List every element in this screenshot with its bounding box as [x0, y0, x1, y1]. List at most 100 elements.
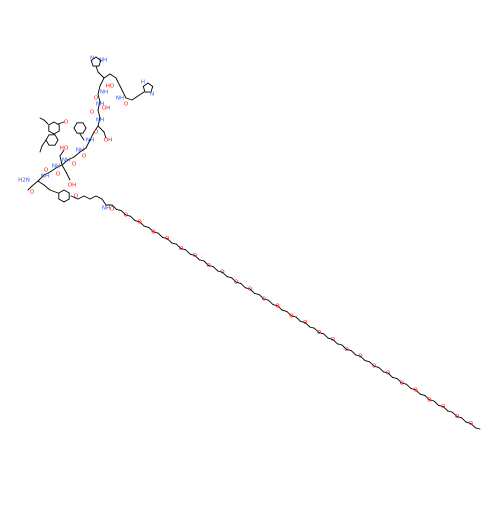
peg-chain-bond [456, 416, 463, 419]
peg-chain-bond [143, 225, 150, 228]
peg-chain-bond [313, 327, 320, 334]
ethyl-bond [43, 119, 49, 125]
side-chain-bond [49, 189, 59, 194]
phenyl-ring-bond [73, 127, 78, 134]
peg-chain-bond [277, 305, 283, 311]
peg-chain-bond [244, 287, 251, 290]
peg-chain-bond [198, 259, 205, 262]
tetrazole-nh: NH [99, 58, 107, 64]
peptide-backbone-bond [97, 117, 101, 127]
peptide-backbone-bond [67, 156, 75, 161]
peg-chain-bond [318, 332, 325, 335]
peg-chain-bond [424, 394, 430, 401]
peg-chain-bond [148, 226, 154, 233]
peg-oxygen-atom: O [400, 381, 405, 387]
peptide-backbone-bond [97, 85, 101, 95]
biphenyl-ring-a-bond [45, 139, 50, 146]
side-chain-bond [61, 164, 67, 173]
peg-chain-bond [171, 242, 177, 245]
peg-chain-bond [240, 282, 246, 289]
side-chain-bond [79, 133, 85, 141]
peg-chain-bond [355, 354, 361, 357]
peg-oxygen-atom: O [193, 253, 198, 259]
side-chain-bond [43, 184, 51, 191]
side-chain-bond [103, 131, 107, 139]
peg-chain-bond [272, 304, 279, 307]
peg-chain-bond [116, 208, 122, 212]
tetrazole-linker-bond [97, 71, 105, 79]
peg-chain-bond [401, 382, 407, 385]
peg-chain-bond [235, 281, 242, 284]
peg-chain-bond [442, 406, 449, 412]
phenyl-ring-bond [82, 122, 87, 129]
peg-chain-bond [327, 337, 334, 340]
peg-chain-bond [208, 264, 214, 268]
backbone-bond [27, 185, 33, 191]
side-chain-bond [65, 171, 71, 181]
peg-chain-bond [336, 343, 343, 346]
peg-chain-bond [419, 393, 426, 396]
peg-chain-bond [175, 243, 182, 250]
peg-oxygen-atom: O [386, 371, 391, 377]
tetrazole-ring-bond [90, 56, 97, 61]
peg-chain-bond [373, 365, 380, 368]
biphenyl-ring-b-bond [48, 121, 55, 126]
peg-chain-bond [254, 292, 260, 296]
peg-oxygen-atom: O [455, 414, 460, 420]
imidazole-ring-bond [142, 86, 146, 93]
upper-amide-nh: NH [116, 96, 124, 102]
imidazole-linker-bond [137, 91, 145, 97]
backbone-amide-nh-1: NH [62, 158, 70, 164]
peg-chain-bond [263, 298, 269, 301]
peptide-backbone-bond [49, 167, 57, 173]
side-chain-bond [37, 180, 45, 186]
peg-chain-bond [129, 215, 136, 222]
peg-oxygen-atom: O [413, 387, 418, 393]
biphenyl-ring-b-bond [53, 121, 60, 126]
peg-chain-bond [332, 338, 338, 345]
peg-chain-bond [382, 371, 389, 374]
biphenyl-ring-b-bond [53, 130, 60, 135]
peg-chain-bond [286, 310, 292, 317]
peg-chain-bond [396, 378, 403, 384]
aryl-ring-bond [58, 189, 65, 194]
threonine-hydroxyl: HO [60, 146, 69, 152]
peg-chain-bond [465, 421, 472, 424]
peg-chain-bond [185, 249, 191, 255]
peg-chain-bond [267, 299, 274, 306]
serine-hydroxyl-2: OH [102, 106, 110, 112]
backbone-carbonyl-o-6: O [94, 96, 99, 102]
acid-hydroxyl: OH [68, 183, 76, 189]
peg-chain-bond [410, 388, 417, 391]
peg-chain-bond [120, 210, 127, 216]
peptide-backbone-bond [99, 77, 105, 87]
peg-chain-bond [346, 348, 352, 352]
peg-chain-bond [162, 236, 168, 240]
peg-chain-bond [226, 276, 233, 279]
backbone-bond [109, 73, 117, 79]
peg-chain-bond [350, 350, 357, 356]
peg-oxygen-atom: O [234, 280, 239, 286]
peg-oxygen-atom: O [427, 397, 432, 403]
peg-chain-bond [180, 248, 187, 251]
peg-chain-bond [134, 220, 141, 223]
peg-chain-bond [433, 400, 440, 406]
peg-chain-bond [295, 316, 302, 322]
phenyl-ring-bond [82, 127, 87, 134]
biphenyl-ring-a-bond [54, 139, 59, 146]
peptide-backbone-bond [61, 159, 69, 166]
peg-oxygen-atom: O [441, 404, 446, 410]
peg-chain-bond [125, 214, 131, 217]
peg-oxygen-atom: O [220, 270, 225, 276]
imidazole-ring-bond [142, 82, 149, 87]
ethyl-bond [39, 117, 45, 121]
peg-oxygen-atom: O [331, 337, 336, 343]
peg-chain-bond [309, 326, 315, 329]
aryl-ring-bond [58, 198, 65, 203]
linker-bond [89, 195, 97, 200]
peg-chain-bond [249, 288, 256, 294]
biphenyl-ring-a-bond [45, 134, 50, 141]
aryl-ring-bond [63, 198, 70, 203]
peg-chain-bond [189, 253, 196, 256]
